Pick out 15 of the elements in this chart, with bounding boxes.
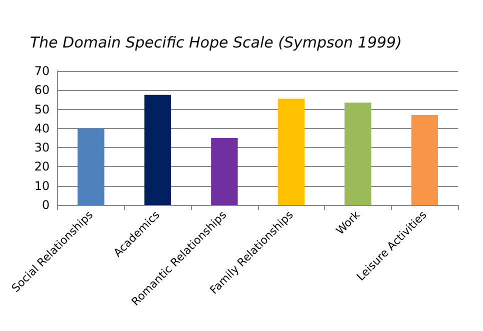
chart-title: The Domain Specific Hope Scale (Sympson 1999) [30,34,402,52]
y-tick-label: 50 [34,102,50,116]
y-tick-label: 60 [34,83,50,98]
y-tick-label: 10 [34,178,50,193]
y-tick-label: 0 [42,198,50,212]
bar [278,98,305,205]
bar [78,128,104,205]
y-tick-label: 40 [34,121,50,136]
y-tick-label: 20 [34,160,50,174]
bar [344,102,372,205]
bar [144,94,172,205]
bar [411,115,438,205]
y-tick-label: 30 [34,140,50,155]
bar [211,138,238,205]
y-tick-label: 70 [34,64,50,78]
